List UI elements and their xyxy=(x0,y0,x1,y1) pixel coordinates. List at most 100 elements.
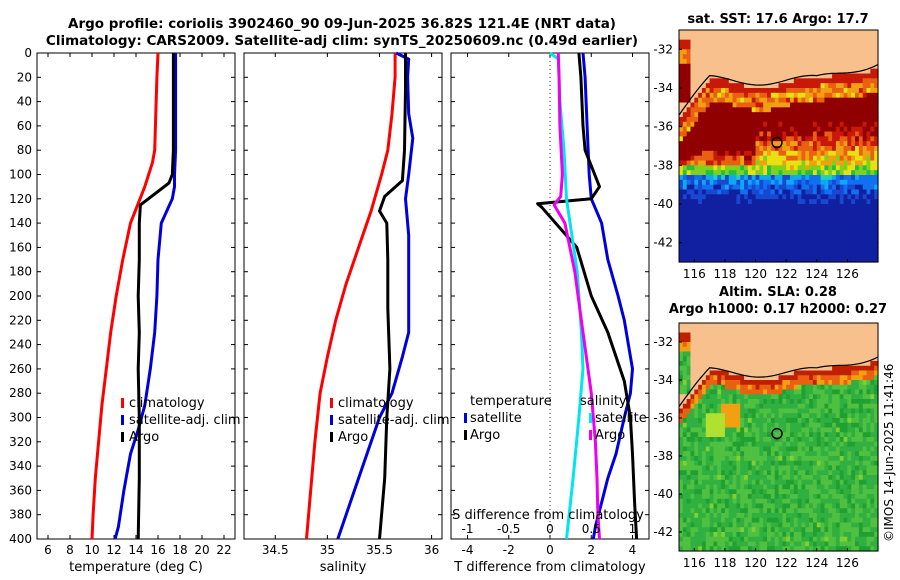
legend-swatch xyxy=(121,415,124,425)
map-cell xyxy=(698,337,703,343)
map-cell xyxy=(732,327,738,334)
map-cell xyxy=(820,327,826,334)
map-cell xyxy=(789,175,795,181)
map-cell xyxy=(858,451,864,457)
map-cell xyxy=(835,54,841,60)
map-cell xyxy=(744,165,749,171)
map-cell xyxy=(839,107,845,113)
map-cell xyxy=(847,446,852,452)
map-cell xyxy=(824,460,829,467)
map-cell xyxy=(717,475,722,481)
map-cell xyxy=(751,327,757,334)
map-cell xyxy=(721,394,726,400)
map-cell xyxy=(763,252,768,258)
map-cell xyxy=(835,342,841,348)
map-cell xyxy=(679,470,684,476)
map-cell xyxy=(858,418,864,424)
map-cell xyxy=(744,237,749,244)
map-cell xyxy=(824,470,829,476)
map-cell xyxy=(767,408,772,414)
map-cell xyxy=(732,375,738,381)
map-cell xyxy=(786,517,791,524)
map-cell xyxy=(694,228,699,234)
map-cell xyxy=(744,102,749,108)
map-cell xyxy=(778,218,783,224)
map-cell xyxy=(747,508,753,514)
map-cell xyxy=(789,494,795,500)
map-cell xyxy=(828,422,833,429)
map-cell xyxy=(740,228,745,234)
map-cell xyxy=(786,484,791,490)
map-cell xyxy=(835,389,841,395)
map-cell xyxy=(824,117,829,123)
map-cell xyxy=(843,102,848,108)
map-cell xyxy=(747,59,753,65)
map-cell xyxy=(744,479,749,486)
map-cell xyxy=(824,389,829,395)
map-cell xyxy=(801,30,806,36)
map-cell xyxy=(828,121,833,128)
map-cell xyxy=(755,83,760,89)
map-cell xyxy=(828,252,833,258)
map-cell xyxy=(763,213,768,220)
map-cell xyxy=(724,247,730,253)
map-cell xyxy=(740,389,745,395)
map-cell xyxy=(682,204,688,210)
map-cell xyxy=(793,136,799,142)
map-cell xyxy=(713,63,718,70)
map-cell xyxy=(851,160,856,166)
map-cell xyxy=(732,508,738,514)
map-cell xyxy=(690,117,695,123)
series-line-t-satellite xyxy=(581,52,634,540)
map-cell xyxy=(824,44,829,50)
map-cell xyxy=(774,63,780,70)
map-cell xyxy=(755,517,760,524)
map-cell xyxy=(793,337,799,343)
map-cell xyxy=(797,97,803,104)
map-cell xyxy=(816,204,822,210)
map-cell xyxy=(835,384,841,391)
map-cell xyxy=(832,88,837,94)
map-cell xyxy=(778,179,783,186)
map-cell xyxy=(832,218,837,224)
map-cell xyxy=(839,68,845,75)
map-cell xyxy=(789,199,795,205)
map-cell xyxy=(805,170,810,176)
map-cell xyxy=(736,170,741,176)
map-cell xyxy=(686,418,692,424)
map-cell xyxy=(782,107,787,113)
map-cell xyxy=(835,470,841,476)
map-cell xyxy=(797,446,803,452)
map-cell xyxy=(767,30,772,36)
map-cell xyxy=(816,34,822,41)
map-cell xyxy=(789,432,795,438)
map-cell xyxy=(767,517,772,524)
map-cell xyxy=(851,437,856,443)
map-cell xyxy=(778,451,783,457)
map-cell xyxy=(778,184,783,191)
map-cell xyxy=(839,175,845,181)
map-cell xyxy=(851,194,856,200)
map-cell xyxy=(862,117,868,123)
map-cell xyxy=(694,475,699,481)
map-cell xyxy=(759,121,764,128)
map-cell xyxy=(828,351,833,357)
map-cell xyxy=(789,446,795,452)
map-cell xyxy=(774,175,780,181)
map-cell xyxy=(709,422,715,429)
map-cell xyxy=(679,503,684,509)
map-cell xyxy=(805,408,810,414)
map-cell xyxy=(686,508,692,514)
map-cell xyxy=(770,208,776,215)
map-cell xyxy=(851,136,856,142)
map-cell xyxy=(701,361,707,367)
map-cell xyxy=(778,165,783,171)
map-cell xyxy=(832,403,837,410)
map-cell xyxy=(847,513,852,519)
map-cell xyxy=(724,175,730,181)
map-cell xyxy=(690,194,695,200)
map-cell xyxy=(767,323,772,329)
y-tick-label: 360 xyxy=(9,483,32,497)
map-cell xyxy=(820,170,826,176)
map-cell xyxy=(747,427,753,433)
